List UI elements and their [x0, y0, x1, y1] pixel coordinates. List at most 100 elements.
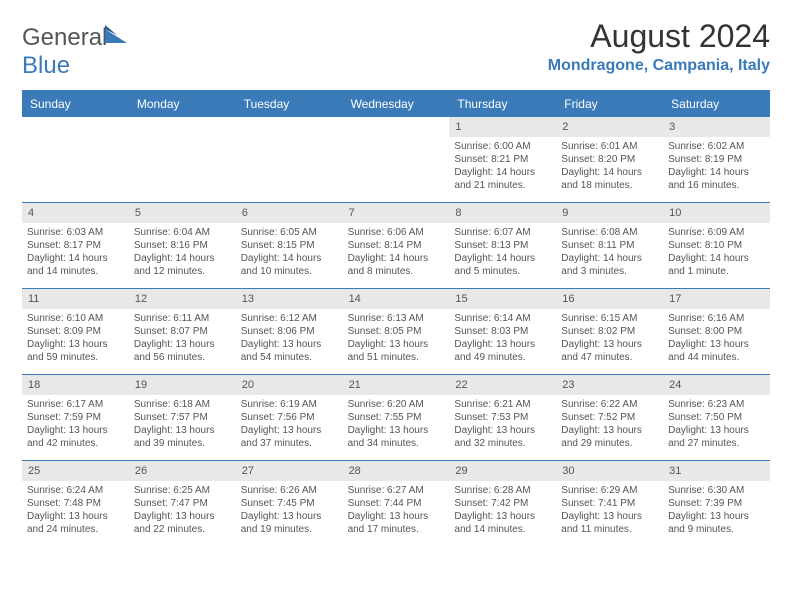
daylight-line-1: Daylight: 13 hours — [27, 338, 124, 351]
day-cell: 29Sunrise: 6:28 AMSunset: 7:42 PMDayligh… — [449, 460, 556, 546]
logo: General Blue — [22, 24, 127, 80]
header: General Blue August 2024 Mondragone, Cam… — [22, 18, 770, 80]
day-number: 11 — [22, 289, 129, 309]
daylight-line-1: Daylight: 13 hours — [348, 424, 445, 437]
day-cell: 21Sunrise: 6:20 AMSunset: 7:55 PMDayligh… — [343, 374, 450, 460]
sunrise-line: Sunrise: 6:16 AM — [668, 312, 765, 325]
sunset-line: Sunset: 7:48 PM — [27, 497, 124, 510]
empty-cell — [22, 116, 129, 202]
day-number: 1 — [449, 117, 556, 137]
day-cell: 13Sunrise: 6:12 AMSunset: 8:06 PMDayligh… — [236, 288, 343, 374]
day-cell: 9Sunrise: 6:08 AMSunset: 8:11 PMDaylight… — [556, 202, 663, 288]
daylight-line-2: and 51 minutes. — [348, 351, 445, 364]
daylight-line-2: and 27 minutes. — [668, 437, 765, 450]
daylight-line-2: and 37 minutes. — [241, 437, 338, 450]
sunset-line: Sunset: 8:07 PM — [134, 325, 231, 338]
sunrise-line: Sunrise: 6:21 AM — [454, 398, 551, 411]
day-cell: 25Sunrise: 6:24 AMSunset: 7:48 PMDayligh… — [22, 460, 129, 546]
daylight-line-1: Daylight: 13 hours — [561, 424, 658, 437]
day-cell: 15Sunrise: 6:14 AMSunset: 8:03 PMDayligh… — [449, 288, 556, 374]
sunrise-line: Sunrise: 6:22 AM — [561, 398, 658, 411]
sunset-line: Sunset: 7:42 PM — [454, 497, 551, 510]
day-cell: 26Sunrise: 6:25 AMSunset: 7:47 PMDayligh… — [129, 460, 236, 546]
day-cell: 19Sunrise: 6:18 AMSunset: 7:57 PMDayligh… — [129, 374, 236, 460]
daylight-line-2: and 8 minutes. — [348, 265, 445, 278]
sunset-line: Sunset: 7:52 PM — [561, 411, 658, 424]
sunrise-line: Sunrise: 6:05 AM — [241, 226, 338, 239]
day-cell: 6 Sunrise: 6:05 AMSunset: 8:15 PMDaylight… — [236, 202, 343, 288]
daylight-line-2: and 59 minutes. — [27, 351, 124, 364]
sunset-line: Sunset: 8:14 PM — [348, 239, 445, 252]
sunrise-line: Sunrise: 6:10 AM — [27, 312, 124, 325]
day-cell: 7Sunrise: 6:06 AMSunset: 8:14 PMDaylight… — [343, 202, 450, 288]
daylight-line-2: and 9 minutes. — [668, 523, 765, 536]
sunrise-line: Sunrise: 6:26 AM — [241, 484, 338, 497]
day-number: 19 — [129, 375, 236, 395]
day-number: 16 — [556, 289, 663, 309]
sunset-line: Sunset: 8:00 PM — [668, 325, 765, 338]
weekday-header: Saturday — [663, 92, 770, 116]
day-number: 29 — [449, 461, 556, 481]
daylight-line-2: and 39 minutes. — [134, 437, 231, 450]
day-number: 31 — [663, 461, 770, 481]
day-number: 2 — [556, 117, 663, 137]
day-number: 21 — [343, 375, 450, 395]
daylight-line-2: and 14 minutes. — [27, 265, 124, 278]
sunrise-line: Sunrise: 6:19 AM — [241, 398, 338, 411]
day-number: 6 — [236, 203, 343, 223]
daylight-line-2: and 29 minutes. — [561, 437, 658, 450]
sunset-line: Sunset: 8:15 PM — [241, 239, 338, 252]
sunrise-line: Sunrise: 6:02 AM — [668, 140, 765, 153]
daylight-line-1: Daylight: 14 hours — [348, 252, 445, 265]
day-number: 3 — [663, 117, 770, 137]
sunrise-line: Sunrise: 6:11 AM — [134, 312, 231, 325]
day-cell: 23 Sunrise: 6:22 AMSunset: 7:52 PMDayligh… — [556, 374, 663, 460]
sunset-line: Sunset: 8:16 PM — [134, 239, 231, 252]
day-cell: 24Sunrise: 6:23 AMSunset: 7:50 PMDayligh… — [663, 374, 770, 460]
daylight-line-1: Daylight: 13 hours — [134, 338, 231, 351]
daylight-line-2: and 1 minute. — [668, 265, 765, 278]
daylight-line-2: and 17 minutes. — [348, 523, 445, 536]
sunrise-line: Sunrise: 6:14 AM — [454, 312, 551, 325]
daylight-line-1: Daylight: 14 hours — [241, 252, 338, 265]
daylight-line-1: Daylight: 13 hours — [561, 510, 658, 523]
daylight-line-2: and 54 minutes. — [241, 351, 338, 364]
title-block: August 2024 Mondragone, Campania, Italy — [548, 18, 770, 75]
day-cell: 8Sunrise: 6:07 AMSunset: 8:13 PMDaylight… — [449, 202, 556, 288]
sunset-line: Sunset: 7:45 PM — [241, 497, 338, 510]
weekday-header: Friday — [556, 92, 663, 116]
daylight-line-1: Daylight: 13 hours — [561, 338, 658, 351]
daylight-line-2: and 47 minutes. — [561, 351, 658, 364]
sunset-line: Sunset: 8:10 PM — [668, 239, 765, 252]
sunrise-line: Sunrise: 6:07 AM — [454, 226, 551, 239]
day-number: 23 — [556, 375, 663, 395]
day-number: 15 — [449, 289, 556, 309]
day-cell: 10Sunrise: 6:09 AMSunset: 8:10 PMDayligh… — [663, 202, 770, 288]
sunset-line: Sunset: 7:41 PM — [561, 497, 658, 510]
daylight-line-1: Daylight: 13 hours — [134, 424, 231, 437]
day-number: 20 — [236, 375, 343, 395]
daylight-line-1: Daylight: 13 hours — [134, 510, 231, 523]
weekday-header: Sunday — [22, 92, 129, 116]
day-cell: 2Sunrise: 6:01 AMSunset: 8:20 PMDaylight… — [556, 116, 663, 202]
location-subtitle: Mondragone, Campania, Italy — [548, 57, 770, 75]
daylight-line-1: Daylight: 13 hours — [668, 424, 765, 437]
day-cell: 22Sunrise: 6:21 AMSunset: 7:53 PMDayligh… — [449, 374, 556, 460]
daylight-line-2: and 11 minutes. — [561, 523, 658, 536]
day-number: 30 — [556, 461, 663, 481]
empty-cell — [236, 116, 343, 202]
sunrise-line: Sunrise: 6:03 AM — [27, 226, 124, 239]
daylight-line-1: Daylight: 13 hours — [348, 510, 445, 523]
daylight-line-2: and 19 minutes. — [241, 523, 338, 536]
daylight-line-2: and 5 minutes. — [454, 265, 551, 278]
sunset-line: Sunset: 8:11 PM — [561, 239, 658, 252]
sunset-line: Sunset: 7:47 PM — [134, 497, 231, 510]
daylight-line-2: and 18 minutes. — [561, 179, 658, 192]
daylight-line-1: Daylight: 14 hours — [561, 166, 658, 179]
day-cell: 3Sunrise: 6:02 AMSunset: 8:19 PMDaylight… — [663, 116, 770, 202]
weekday-header: Thursday — [449, 92, 556, 116]
sunset-line: Sunset: 8:20 PM — [561, 153, 658, 166]
day-number: 22 — [449, 375, 556, 395]
day-cell: 16Sunrise: 6:15 AMSunset: 8:02 PMDayligh… — [556, 288, 663, 374]
sunset-line: Sunset: 8:21 PM — [454, 153, 551, 166]
